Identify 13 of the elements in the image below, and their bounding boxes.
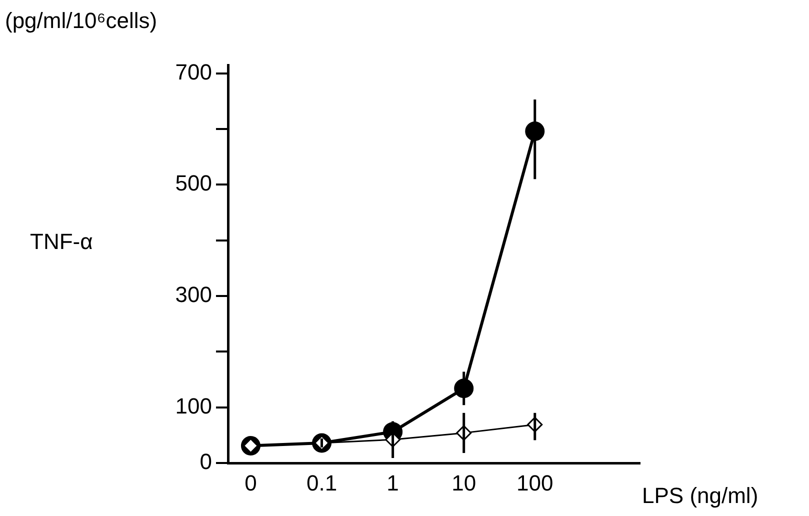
- y-axis-title: TNF-α: [30, 229, 94, 254]
- x-tick-label: 100: [516, 470, 554, 496]
- y-tick-label: 100: [175, 393, 212, 418]
- x-axis-title: LPS (ng/ml): [642, 483, 758, 508]
- x-tick-label: 10: [452, 470, 476, 496]
- y-tick-label: 700: [175, 59, 212, 84]
- x-tick-label: 1: [386, 470, 399, 496]
- y-tick-label: 300: [175, 282, 212, 308]
- text: (pg/ml/10⁶cells): [5, 8, 158, 34]
- x-tick-label: 0: [244, 470, 257, 496]
- y-tick-label: 0: [200, 449, 212, 474]
- x-tick-label: 0.1: [306, 470, 338, 496]
- y-tick-label: 500: [175, 170, 212, 196]
